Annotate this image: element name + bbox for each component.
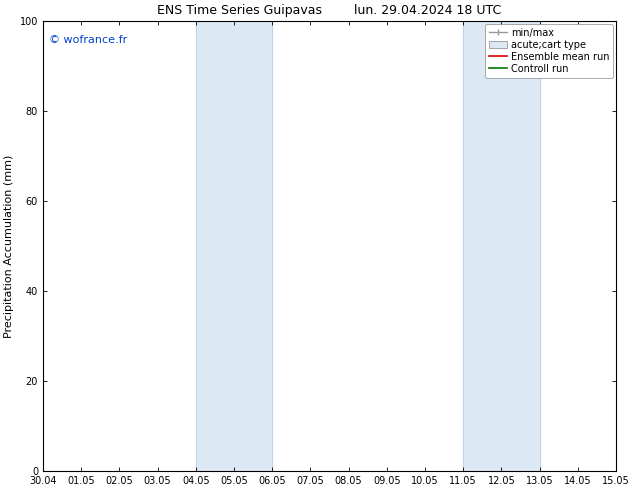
Title: ENS Time Series Guipavas        lun. 29.04.2024 18 UTC: ENS Time Series Guipavas lun. 29.04.2024…	[157, 4, 501, 17]
Text: © wofrance.fr: © wofrance.fr	[49, 35, 127, 45]
Bar	[463, 21, 540, 471]
Legend: min/max, acute;cart type, Ensemble mean run, Controll run: min/max, acute;cart type, Ensemble mean …	[486, 24, 613, 77]
Bar	[196, 21, 272, 471]
Y-axis label: Precipitation Accumulation (mm): Precipitation Accumulation (mm)	[4, 154, 14, 338]
